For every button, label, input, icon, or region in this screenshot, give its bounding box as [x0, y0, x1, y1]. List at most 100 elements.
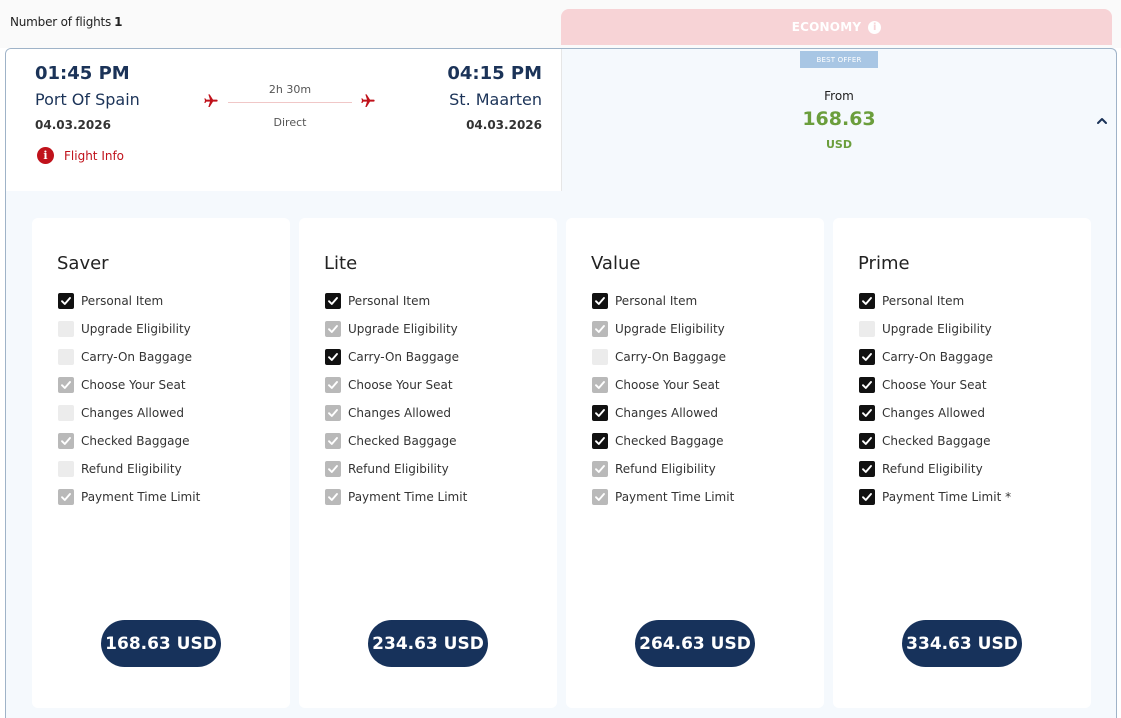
- select-prime-button[interactable]: 334.63 USD: [902, 620, 1022, 667]
- unchecked-box-icon: [58, 349, 74, 365]
- feature-item: Carry-On Baggage: [592, 343, 734, 371]
- select-value-button[interactable]: 264.63 USD: [635, 620, 755, 667]
- feature-label: Choose Your Seat: [615, 378, 720, 392]
- checkbox-checked-icon: [325, 433, 341, 449]
- feature-label: Refund Eligibility: [882, 462, 983, 476]
- unchecked-box-icon: [58, 321, 74, 337]
- feature-label: Changes Allowed: [615, 406, 719, 420]
- checkbox-checked-icon: [592, 433, 608, 449]
- feature-label: Personal Item: [615, 294, 698, 308]
- feature-label: Payment Time Limit: [348, 490, 468, 504]
- feature-label: Carry-On Baggage: [348, 350, 459, 364]
- feature-item: Refund Eligibility: [859, 455, 1011, 483]
- unchecked-box-icon: [58, 461, 74, 477]
- best-offer-badge: BEST OFFER: [800, 51, 878, 68]
- departure-city: Port Of Spain: [35, 90, 140, 109]
- checkbox-checked-icon: [859, 405, 875, 421]
- departure-plane-icon: [204, 94, 218, 107]
- feature-label: Personal Item: [882, 294, 965, 308]
- feature-item: Changes Allowed: [859, 399, 1011, 427]
- feature-item: Refund Eligibility: [58, 455, 200, 483]
- checkbox-checked-icon: [325, 405, 341, 421]
- fare-name: Saver: [57, 253, 109, 274]
- feature-label: Choose Your Seat: [882, 378, 987, 392]
- feature-label: Carry-On Baggage: [615, 350, 726, 364]
- feature-label: Upgrade Eligibility: [615, 322, 725, 336]
- checkbox-checked-icon: [859, 461, 875, 477]
- checkbox-checked-icon: [58, 489, 74, 505]
- number-of-flights-label: Number of flights: [10, 15, 112, 29]
- chevron-up-icon[interactable]: [1095, 115, 1109, 127]
- feature-label: Checked Baggage: [882, 434, 991, 448]
- arrival-date: 04.03.2026: [466, 118, 542, 132]
- checkbox-checked-icon: [325, 293, 341, 309]
- feature-label: Choose Your Seat: [348, 378, 453, 392]
- fare-name: Value: [591, 253, 641, 274]
- checkbox-checked-icon: [859, 349, 875, 365]
- feature-list: Personal Item Upgrade Eligibility Carry-On…: [325, 287, 467, 511]
- select-saver-button[interactable]: 168.63 USD: [101, 620, 221, 667]
- checkbox-checked-icon: [859, 377, 875, 393]
- fare-card-saver: Saver Personal Item Upgrade Eligibility Ca…: [32, 218, 290, 708]
- from-label: From: [824, 89, 854, 103]
- info-icon: i: [37, 147, 54, 164]
- flight-card: 01:45 PM Port Of Spain 04.03.2026 2h 30m…: [5, 48, 1117, 718]
- info-icon[interactable]: i: [868, 20, 882, 34]
- unchecked-box-icon: [592, 349, 608, 365]
- feature-label: Upgrade Eligibility: [882, 322, 992, 336]
- feature-item: Payment Time Limit: [58, 483, 200, 511]
- checkbox-checked-icon: [592, 293, 608, 309]
- checkbox-checked-icon: [859, 293, 875, 309]
- checkbox-checked-icon: [859, 433, 875, 449]
- feature-label: Choose Your Seat: [81, 378, 186, 392]
- checkbox-checked-icon: [325, 377, 341, 393]
- flight-duration: 2h 30m: [268, 83, 312, 96]
- fare-card-prime: Prime Personal Item Upgrade Eligibility Ca…: [833, 218, 1091, 708]
- feature-label: Checked Baggage: [348, 434, 457, 448]
- feature-item: Choose Your Seat: [58, 371, 200, 399]
- feature-label: Refund Eligibility: [81, 462, 182, 476]
- feature-item: Carry-On Baggage: [325, 343, 467, 371]
- feature-label: Carry-On Baggage: [81, 350, 192, 364]
- checkbox-checked-icon: [859, 489, 875, 505]
- feature-item: Checked Baggage: [592, 427, 734, 455]
- checkbox-checked-icon: [592, 489, 608, 505]
- flight-summary: 01:45 PM Port Of Spain 04.03.2026 2h 30m…: [6, 49, 562, 191]
- feature-label: Checked Baggage: [615, 434, 724, 448]
- select-lite-button[interactable]: 234.63 USD: [368, 620, 488, 667]
- feature-label: Changes Allowed: [348, 406, 452, 420]
- fare-card-value: Value Personal Item Upgrade Eligibility Ca…: [566, 218, 824, 708]
- feature-label: Changes Allowed: [882, 406, 986, 420]
- checkbox-checked-icon: [325, 349, 341, 365]
- arrival-plane-icon: [361, 94, 375, 107]
- feature-label: Payment Time Limit: [615, 490, 735, 504]
- checkbox-checked-icon: [592, 461, 608, 477]
- checkbox-checked-icon: [58, 433, 74, 449]
- unchecked-box-icon: [859, 321, 875, 337]
- flight-info-link[interactable]: i Flight Info: [37, 147, 124, 164]
- feature-item: Changes Allowed: [325, 399, 467, 427]
- feature-label: Upgrade Eligibility: [348, 322, 458, 336]
- from-price: 168.63: [802, 108, 876, 130]
- economy-cabin-tab[interactable]: ECONOMY i: [561, 9, 1112, 45]
- checkbox-checked-icon: [58, 293, 74, 309]
- feature-item: Carry-On Baggage: [859, 343, 1011, 371]
- checkbox-checked-icon: [592, 405, 608, 421]
- feature-item: Personal Item: [592, 287, 734, 315]
- feature-item: Upgrade Eligibility: [58, 315, 200, 343]
- feature-item: Refund Eligibility: [592, 455, 734, 483]
- feature-label: Carry-On Baggage: [882, 350, 993, 364]
- feature-item: Upgrade Eligibility: [859, 315, 1011, 343]
- feature-item: Checked Baggage: [859, 427, 1011, 455]
- feature-item: Personal Item: [325, 287, 467, 315]
- checkbox-checked-icon: [592, 321, 608, 337]
- feature-item: Personal Item: [58, 287, 200, 315]
- feature-item: Carry-On Baggage: [58, 343, 200, 371]
- from-currency: USD: [826, 138, 852, 151]
- fare-name: Prime: [858, 253, 910, 274]
- unchecked-box-icon: [58, 405, 74, 421]
- economy-cabin-label: ECONOMY: [791, 20, 862, 34]
- number-of-flights: Number of flights 1: [10, 15, 122, 29]
- feature-item: Payment Time Limit: [592, 483, 734, 511]
- feature-label: Upgrade Eligibility: [81, 322, 191, 336]
